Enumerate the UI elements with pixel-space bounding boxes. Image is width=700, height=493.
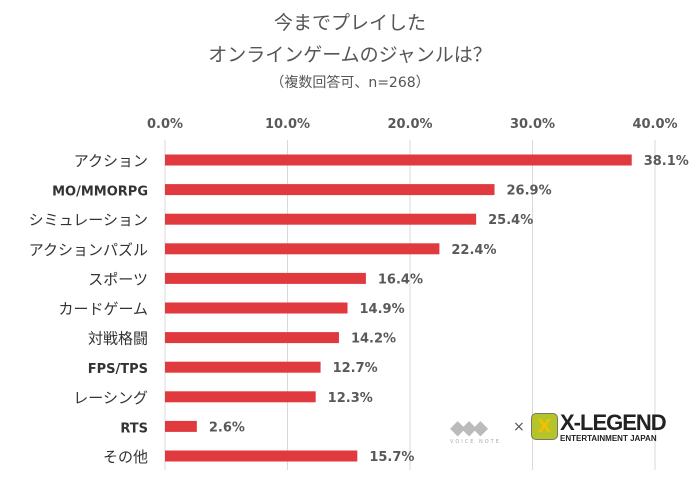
x-tick-label: 0.0%	[147, 117, 183, 132]
bar	[165, 332, 339, 344]
chart-subtitle: （複数回答可、n=268）	[270, 75, 430, 91]
y-category-label: MO/MMORPG	[52, 185, 148, 200]
logos: ◆◆◆ VOICE NOTE × X X-LEGEND ENTERTAINMEN…	[450, 410, 700, 450]
y-category-label: 対戦格闘	[88, 330, 148, 348]
data-label: 12.3%	[328, 391, 373, 406]
x-tick-label: 10.0%	[265, 117, 310, 132]
voice-note-logo: ◆◆◆	[450, 415, 488, 439]
bar	[165, 391, 316, 403]
data-label: 15.7%	[369, 450, 414, 465]
bar	[165, 243, 440, 255]
x-tick-label: 20.0%	[387, 117, 432, 132]
y-category-label: スポーツ	[88, 270, 148, 288]
data-label: 2.6%	[209, 420, 245, 435]
chart-title-line1: 今までプレイした	[273, 12, 426, 34]
y-category-label: レーシング	[73, 389, 148, 407]
data-label: 38.1%	[644, 154, 689, 169]
x-legend-logo-title: X-LEGEND	[560, 410, 667, 435]
data-label: 16.4%	[378, 272, 423, 287]
bar	[165, 302, 348, 314]
y-category-label: カードゲーム	[58, 300, 148, 318]
x-tick-label: 40.0%	[632, 117, 677, 132]
data-label: 12.7%	[333, 361, 378, 376]
y-category-label: アクションパズル	[29, 241, 148, 259]
data-label: 14.2%	[351, 332, 396, 347]
y-category-label: その他	[103, 448, 148, 466]
bar	[165, 213, 477, 225]
x-legend-logo-sub: ENTERTAINMENT JAPAN	[560, 434, 657, 443]
bar	[165, 420, 197, 432]
data-label: 25.4%	[488, 213, 533, 228]
bar	[165, 272, 366, 284]
bar	[165, 361, 321, 373]
y-category-label: シミュレーション	[29, 211, 148, 229]
x-legend-logo-mark: X	[531, 413, 558, 440]
times-sign: ×	[513, 419, 525, 435]
y-category-label: FPS/TPS	[88, 362, 148, 377]
bar	[165, 154, 632, 166]
data-label: 22.4%	[451, 243, 496, 258]
bar	[165, 450, 358, 462]
data-label: 26.9%	[507, 184, 552, 199]
data-label: 14.9%	[360, 302, 405, 317]
y-category-label: アクション	[74, 152, 148, 170]
y-category-label: RTS	[120, 421, 148, 436]
bar	[165, 184, 495, 196]
voice-note-logo-text: VOICE NOTE	[450, 439, 501, 445]
x-tick-label: 30.0%	[510, 117, 555, 132]
chart-title-line2: オンラインゲームのジャンルは？	[208, 44, 492, 66]
